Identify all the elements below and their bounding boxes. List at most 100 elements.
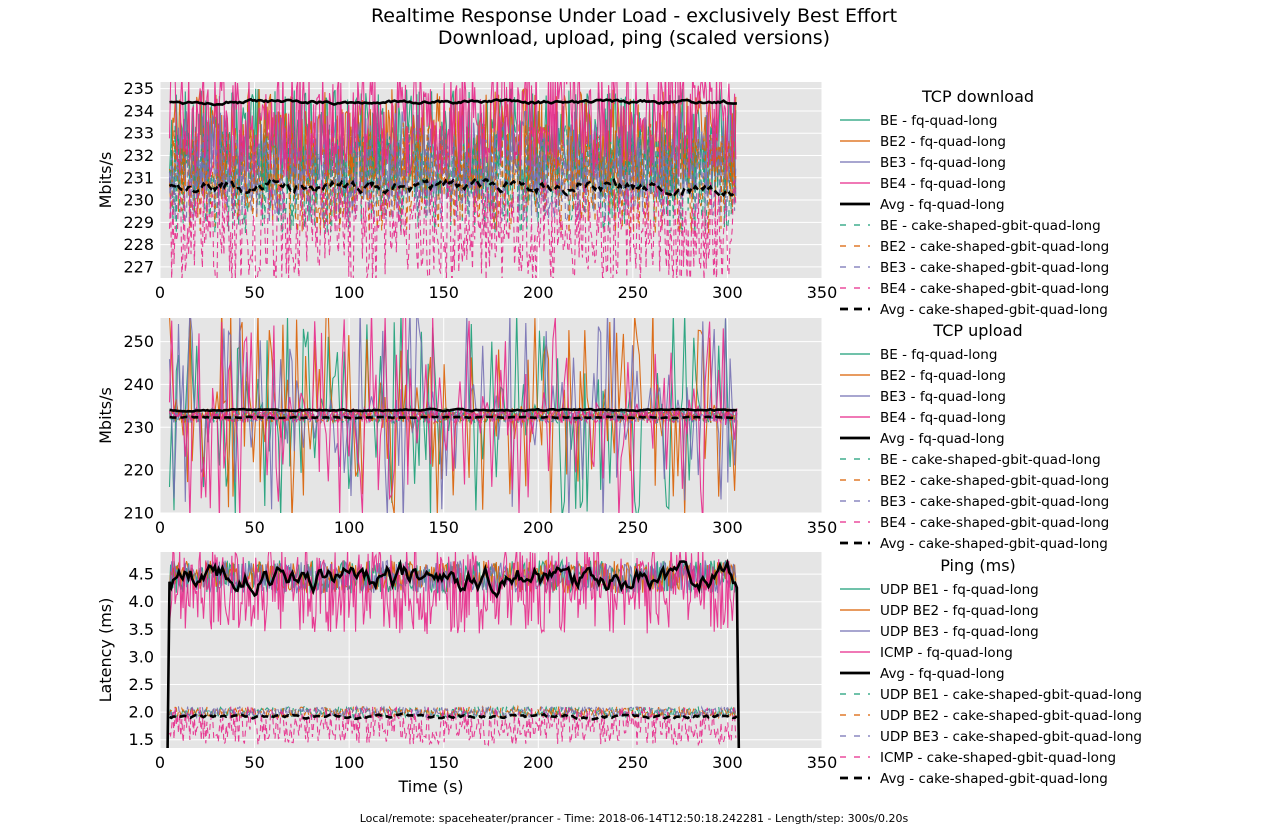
- legend: Ping (ms) UDP BE1 - fq-quad-long UDP BE2 -…: [840, 556, 1142, 787]
- legend-item-label: BE2 - cake-shaped-gbit-quad-long: [880, 239, 1109, 255]
- x-tick-label: 250: [618, 283, 649, 302]
- y-tick-label: 4.5: [129, 565, 154, 584]
- x-tick-label: 0: [155, 518, 165, 537]
- legend-item-label: Avg - cake-shaped-gbit-quad-long: [880, 536, 1108, 552]
- legend-title: Ping (ms): [940, 556, 1016, 575]
- series-line: [169, 407, 738, 413]
- legend-item-label: UDP BE2 - cake-shaped-gbit-quad-long: [880, 708, 1142, 724]
- chart-footer: Local/remote: spaceheater/prancer - Time…: [360, 812, 909, 825]
- x-tick-label: 250: [618, 518, 649, 537]
- legend-item-label: UDP BE1 - cake-shaped-gbit-quad-long: [880, 687, 1142, 703]
- x-tick-label: 300: [712, 753, 743, 772]
- series-line: [168, 705, 737, 747]
- chart-title: Realtime Response Under Load - exclusive…: [371, 5, 897, 27]
- series-line: [168, 175, 738, 198]
- legend-item-label: BE2 - cake-shaped-gbit-quad-long: [880, 473, 1109, 489]
- y-tick-label: 4.0: [129, 592, 154, 611]
- y-axis-label: Mbits/s: [96, 387, 115, 444]
- legend-item-label: UDP BE2 - fq-quad-long: [880, 603, 1039, 619]
- legend-item-label: BE2 - fq-quad-long: [880, 134, 1006, 150]
- legend-item-label: UDP BE3 - fq-quad-long: [880, 624, 1039, 640]
- legend-item-label: ICMP - cake-shaped-gbit-quad-long: [880, 750, 1116, 766]
- x-tick-label: 0: [155, 753, 165, 772]
- legend-item-label: Avg - fq-quad-long: [880, 197, 1005, 213]
- x-tick-label: 50: [244, 283, 264, 302]
- series-group: [168, 318, 738, 513]
- y-tick-label: 230: [123, 191, 154, 210]
- series-line: [168, 122, 737, 234]
- y-tick-label: 227: [123, 257, 154, 276]
- y-tick-label: 3.5: [129, 620, 154, 639]
- x-tick-label: 100: [334, 518, 365, 537]
- legend-item-label: BE3 - fq-quad-long: [880, 389, 1006, 405]
- legend-item-label: BE - cake-shaped-gbit-quad-long: [880, 452, 1101, 468]
- series-group: [166, 552, 741, 748]
- x-tick-label: 50: [244, 753, 264, 772]
- chart-subtitle: Download, upload, ping (scaled versions): [438, 27, 830, 49]
- legend-item-label: BE4 - fq-quad-long: [880, 410, 1006, 426]
- legend-item-label: BE4 - cake-shaped-gbit-quad-long: [880, 281, 1109, 297]
- panel-3: 0 50 100 150 200 250 300 350 1.5 2.0 2.5 3.0 3.5 4.0 4…: [96, 552, 1142, 796]
- x-tick-label: 350: [807, 518, 838, 537]
- series-line: [169, 97, 738, 107]
- x-tick-label: 100: [334, 753, 365, 772]
- y-tick-label: 1.5: [129, 730, 154, 749]
- legend-item-label: BE2 - fq-quad-long: [880, 368, 1006, 384]
- x-tick-label: 350: [807, 753, 838, 772]
- y-tick-label: 232: [123, 146, 154, 165]
- y-tick-label: 233: [123, 124, 154, 143]
- x-tick-label: 300: [712, 518, 743, 537]
- legend: TCP upload BE - fq-quad-long BE2 - fq-quad…: [840, 321, 1109, 552]
- panel-1: 0 50 100 150 200 250 300 350 227 228 229 230 231 232 2…: [96, 79, 1109, 318]
- series-line: [169, 704, 737, 720]
- series-line: [168, 82, 737, 178]
- x-axis-label: Time (s): [397, 777, 463, 796]
- legend-title: TCP upload: [932, 321, 1022, 340]
- x-tick-label: 150: [428, 283, 459, 302]
- legend-item-label: Avg - fq-quad-long: [880, 666, 1005, 682]
- y-tick-label: 210: [123, 504, 154, 523]
- series-line: [168, 712, 738, 721]
- series-line: [168, 408, 737, 425]
- legend-item-label: BE3 - fq-quad-long: [880, 155, 1006, 171]
- legend-item-label: BE - fq-quad-long: [880, 347, 997, 363]
- series-line: [166, 558, 741, 748]
- legend-item-label: BE3 - cake-shaped-gbit-quad-long: [880, 260, 1109, 276]
- legend-item-label: BE - fq-quad-long: [880, 113, 997, 129]
- legend-item-label: UDP BE3 - cake-shaped-gbit-quad-long: [880, 729, 1142, 745]
- series-line: [169, 415, 737, 420]
- x-tick-label: 50: [244, 518, 264, 537]
- series-line: [168, 552, 737, 635]
- x-tick-label: 0: [155, 283, 165, 302]
- x-tick-label: 300: [712, 283, 743, 302]
- legend-item-label: BE4 - cake-shaped-gbit-quad-long: [880, 515, 1109, 531]
- x-tick-label: 250: [618, 753, 649, 772]
- y-tick-label: 234: [123, 101, 154, 120]
- y-tick-label: 2.0: [129, 703, 154, 722]
- y-tick-label: 229: [123, 213, 154, 232]
- legend-item-label: BE - cake-shaped-gbit-quad-long: [880, 218, 1101, 234]
- y-tick-label: 2.5: [129, 675, 154, 694]
- legend-item-label: ICMP - fq-quad-long: [880, 645, 1013, 661]
- legend-item-label: Avg - fq-quad-long: [880, 431, 1005, 447]
- x-tick-label: 150: [428, 518, 459, 537]
- x-tick-label: 150: [428, 753, 459, 772]
- x-tick-label: 200: [523, 518, 554, 537]
- y-tick-label: 250: [123, 332, 154, 351]
- series-line: [168, 110, 737, 201]
- y-tick-label: 240: [123, 375, 154, 394]
- legend-item-label: Avg - cake-shaped-gbit-quad-long: [880, 771, 1108, 787]
- y-tick-label: 235: [123, 79, 154, 98]
- y-tick-label: 228: [123, 235, 154, 254]
- x-tick-label: 200: [523, 283, 554, 302]
- series-group: [168, 82, 738, 278]
- legend-item-label: UDP BE1 - fq-quad-long: [880, 582, 1039, 598]
- panel-2: 0 50 100 150 200 250 300 350 210 220 230 240 250 Mbit…: [96, 318, 1109, 552]
- y-tick-label: 220: [123, 461, 154, 480]
- legend-item-label: BE3 - cake-shaped-gbit-quad-long: [880, 494, 1109, 510]
- y-tick-label: 231: [123, 168, 154, 187]
- legend: TCP download BE - fq-quad-long BE2 - fq-qu…: [840, 87, 1109, 318]
- y-tick-label: 3.0: [129, 647, 154, 666]
- x-tick-label: 100: [334, 283, 365, 302]
